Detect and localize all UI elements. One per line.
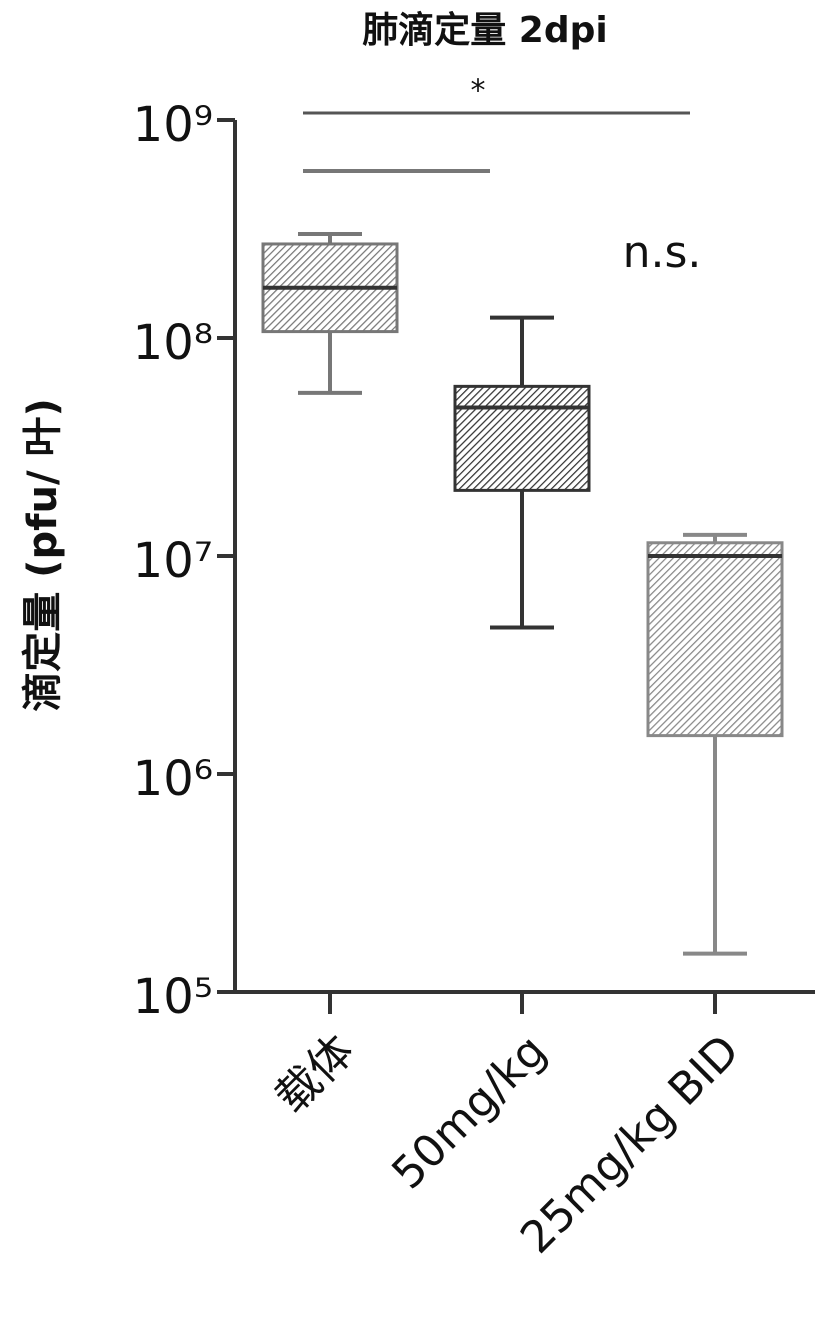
box: [453, 384, 591, 492]
y-tick-label: 10⁷: [133, 533, 213, 589]
x-tick-label: 50mg/kg: [382, 1025, 556, 1199]
box: [646, 541, 784, 738]
annotation: *: [471, 74, 486, 109]
annotation: n.s.: [623, 227, 702, 278]
x-tick-label: 载体: [266, 1025, 364, 1123]
y-axis-label: 滴定量 (pfu/ 叶): [20, 398, 66, 712]
y-tick-label: 10⁶: [133, 751, 213, 807]
y-tick-label: 10⁸: [133, 315, 213, 371]
y-tick-label: 10⁵: [133, 969, 213, 1025]
chart-title: 肺滴定量 2dpi: [362, 10, 607, 51]
y-tick-label: 10⁹: [133, 97, 213, 153]
